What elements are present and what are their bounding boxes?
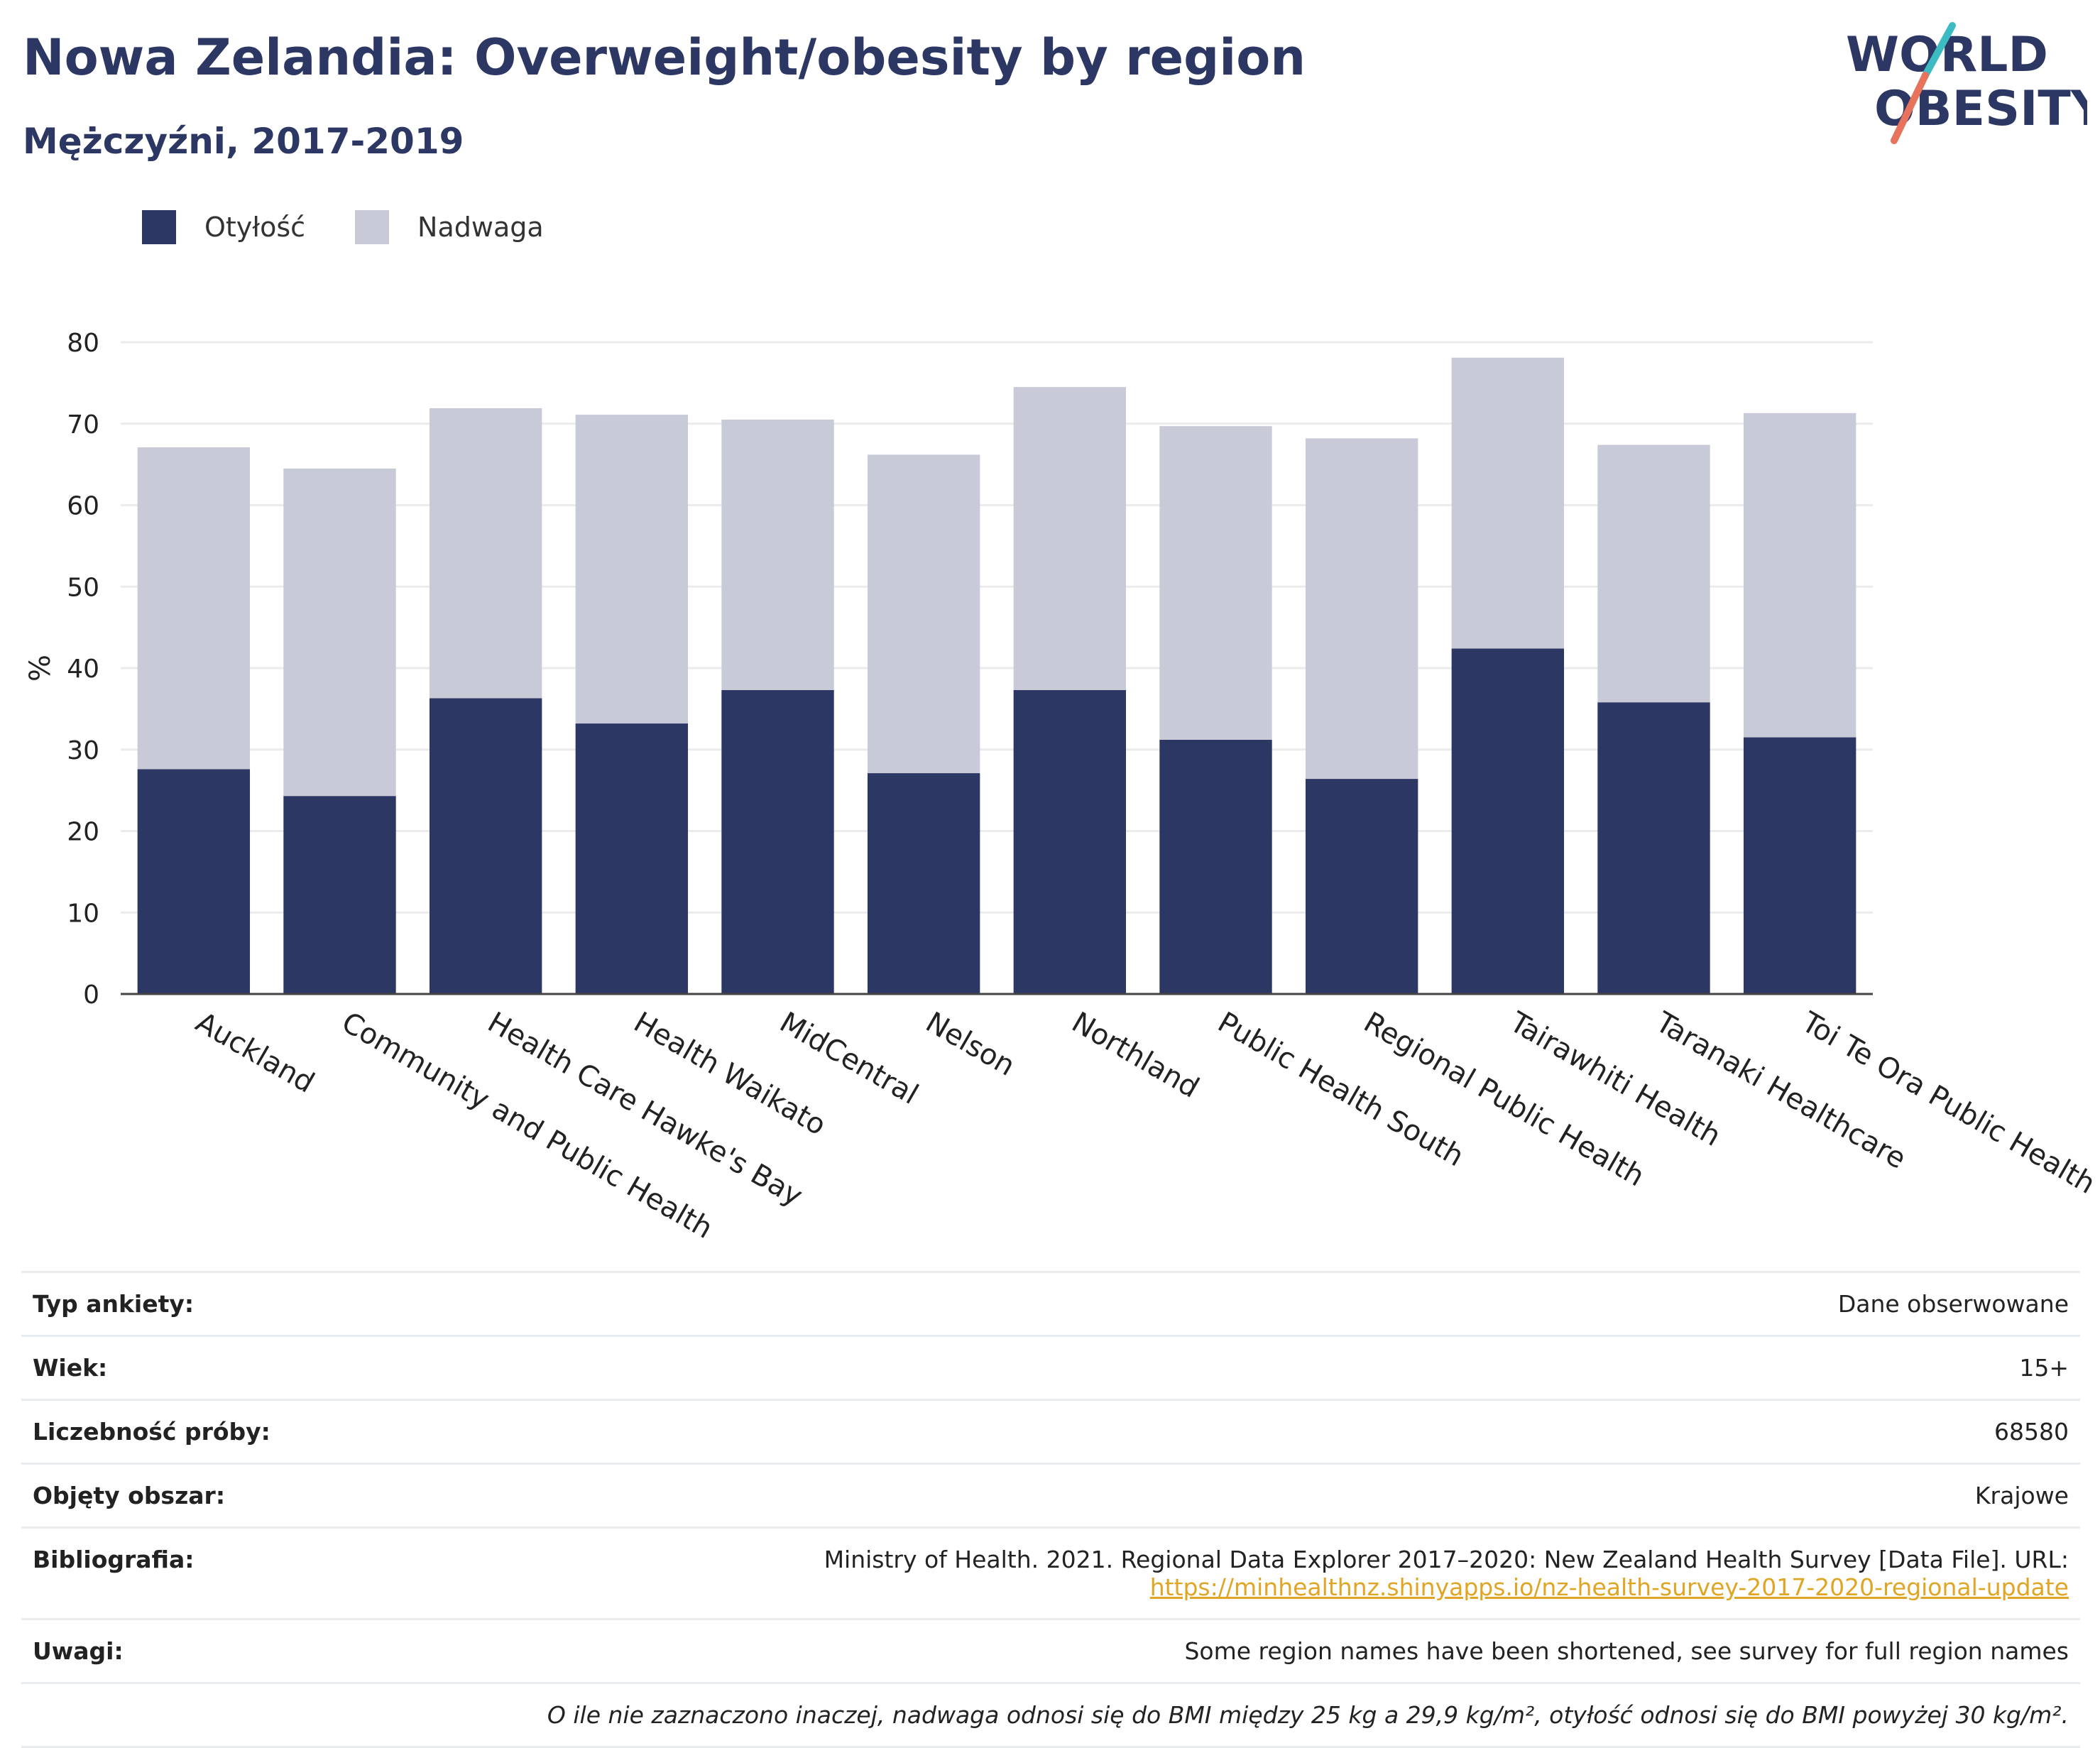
y-tick-label: 20 (67, 818, 99, 847)
x-tick-label: Toi Te Ora Public Health (1795, 1005, 2100, 1201)
chart-title: Nowa Zelandia: Overweight/obesity by reg… (23, 28, 1306, 87)
x-tick-label: Public Health South (1213, 1006, 1470, 1174)
bar-obesity (1597, 702, 1710, 994)
y-tick-label: 10 (67, 899, 99, 928)
bar-overweight (429, 408, 542, 699)
bar-overweight (1743, 413, 1856, 738)
meta-row-age: Wiek: 15+ (21, 1335, 2080, 1399)
footnote: O ile nie zaznaczono inaczej, nadwaga od… (547, 1701, 2069, 1729)
meta-row-footnote: O ile nie zaznaczono inaczej, nadwaga od… (21, 1682, 2080, 1748)
bar-obesity (1305, 779, 1418, 994)
x-tick-label: Auckland (190, 1006, 320, 1100)
meta-key: Objęty obszar: (33, 1482, 226, 1509)
legend-swatch-overweight (355, 210, 390, 244)
bar-obesity (1451, 648, 1565, 994)
x-tick-label: Taranaki Healthcare (1650, 1005, 1912, 1175)
bar-obesity (1013, 689, 1127, 994)
metadata-table: Typ ankiety: Dane obserwowane Wiek: 15+ … (21, 1271, 2080, 1748)
bar-overweight (137, 447, 251, 770)
bar-overweight (575, 415, 689, 724)
legend-item-obesity: Otyłość (142, 210, 305, 244)
bar-overweight (1013, 387, 1127, 690)
x-tick-label: Northland (1066, 1006, 1205, 1105)
meta-value: 15+ (2019, 1354, 2069, 1382)
legend-label-overweight: Nadwaga (417, 212, 544, 243)
meta-value: Krajowe (1974, 1482, 2069, 1509)
x-tick-label: Nelson (920, 1006, 1020, 1083)
legend-label-obesity: Otyłość (204, 212, 306, 243)
y-tick-label: 30 (67, 736, 99, 765)
legend-item-overweight: Nadwaga (355, 210, 544, 244)
bibliography-link[interactable]: https://minhealthnz.shinyapps.io/nz-heal… (1149, 1573, 2069, 1601)
bar-overweight (1159, 426, 1272, 740)
bibliography-value: Ministry of Health. 2021. Regional Data … (824, 1546, 2069, 1601)
y-tick-label: 0 (83, 980, 99, 1010)
y-tick-label: 50 (67, 573, 99, 602)
bar-obesity (1159, 739, 1272, 994)
meta-row-sample-size: Liczebność próby: 68580 (21, 1399, 2080, 1463)
y-axis-label: % (24, 655, 57, 682)
meta-row-area: Objęty obszar: Krajowe (21, 1463, 2080, 1526)
bar-obesity (137, 769, 251, 994)
meta-key: Typ ankiety: (33, 1290, 195, 1318)
bar-obesity (1743, 737, 1856, 994)
meta-key: Wiek: (33, 1354, 108, 1382)
bar-overweight (1451, 357, 1565, 649)
meta-key: Liczebność próby: (33, 1418, 270, 1446)
chart-legend: Otyłość Nadwaga (142, 210, 594, 244)
bar-overweight (867, 454, 980, 774)
bar-overweight (1305, 438, 1418, 780)
bar-overweight (283, 468, 396, 797)
bar-obesity (283, 796, 396, 994)
meta-value: Dane obserwowane (1837, 1290, 2069, 1318)
bar-overweight (721, 420, 834, 690)
world-obesity-logo: WORLD OBESITY (1846, 22, 2087, 144)
logo-slash-coral (1891, 72, 1929, 144)
bar-obesity (867, 773, 980, 994)
logo-slash-teal (1922, 22, 1956, 79)
meta-key: Uwagi: (33, 1637, 124, 1665)
bar-obesity (429, 698, 542, 994)
bar-obesity (721, 689, 834, 994)
meta-row-notes: Uwagi: Some region names have been short… (21, 1618, 2080, 1682)
y-tick-label: 40 (67, 655, 99, 684)
bar-overweight (1597, 444, 1710, 703)
legend-swatch-obesity (142, 210, 176, 244)
meta-value: 68580 (1994, 1418, 2069, 1446)
y-tick-label: 60 (67, 492, 99, 521)
meta-value: Some region names have been shortened, s… (1184, 1637, 2069, 1665)
bar-obesity (575, 723, 689, 994)
bibliography-text: Ministry of Health. 2021. Regional Data … (824, 1546, 2069, 1573)
chart-subtitle: Mężczyźni, 2017-2019 (23, 121, 464, 162)
y-tick-label: 80 (67, 329, 99, 358)
meta-row-survey-type: Typ ankiety: Dane obserwowane (21, 1271, 2080, 1335)
y-tick-label: 70 (67, 410, 99, 439)
meta-row-bibliography: Bibliografia: Ministry of Health. 2021. … (21, 1526, 2080, 1618)
meta-key: Bibliografia: (33, 1546, 195, 1573)
